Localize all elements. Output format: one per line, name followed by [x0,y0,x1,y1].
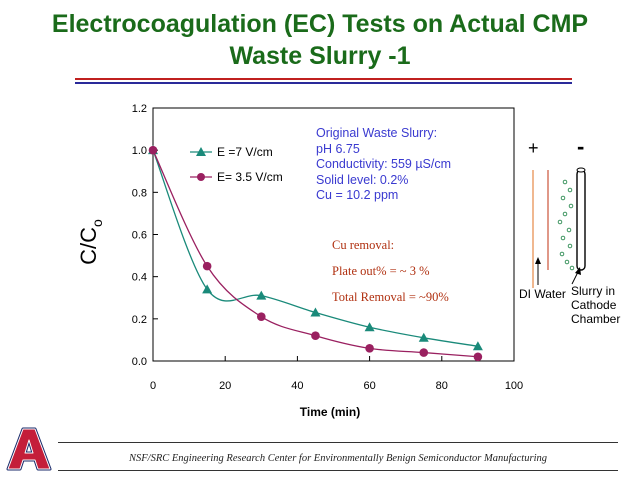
info-line: Conductivity: 559 µS/cm [316,157,452,172]
plate-out-text: Plate out% = ~ 3 % [332,264,430,278]
series-1-point [310,307,321,317]
legend-marker-triangle [196,147,206,156]
cu-removal-heading: Cu removal: [332,238,395,252]
x-tick-label: 100 [505,380,523,392]
info-line: Original Waste Slurry: [316,126,438,140]
slurry-label-line1: Slurry in [571,284,616,298]
title-rule-blue [75,82,572,84]
y-axis-label: C/Co [76,219,105,265]
cathode-rod [576,169,586,271]
legend [190,147,212,181]
y-tick-label: 1.2 [132,103,147,115]
slurry-arrowhead [575,267,581,275]
cell-diagram [532,167,586,288]
slurry-label-line3: Chamber [571,312,621,326]
info-line: pH 6.75 [316,141,360,156]
x-tick-label: 80 [436,380,448,392]
y-tick-label: 0.2 [132,314,147,326]
x-tick-label: 20 [219,380,231,392]
university-logo [6,427,52,471]
logo-a-inner [7,428,51,470]
series-2-point [365,344,374,353]
series-1-point [256,290,267,300]
cathode-rod-top [576,167,586,173]
series-2-point [311,331,320,341]
slide-title-line2: Waste Slurry -1 [229,42,411,70]
plus-sign: + [528,138,539,158]
info-line: Cu = 10.2 ppm [316,188,399,203]
x-tick-label: 40 [291,380,303,392]
legend-marker-circle [197,173,205,181]
x-tick-label: 60 [363,380,375,392]
info-line: Solid level: 0.2% [316,172,409,187]
title-rule-red [75,78,572,80]
series-2-point [257,312,266,322]
di-water-arrowhead [535,257,541,264]
series-1-point [202,284,213,294]
slurry-arrow [571,271,579,285]
legend-label-series2: E= 3.5 V/cm [217,170,283,184]
y-tick-label: 1.0 [132,145,147,157]
footer-text: NSF/SRC Engineering Research Center for … [129,453,547,464]
series-1-point [472,341,483,351]
slurry-label-line2: Cathode [571,298,617,312]
series-1-point [418,332,429,342]
series-2-point [473,352,483,362]
y-axis-label-sub: o [89,219,105,227]
total-removal-text: Total Removal = ~90% [332,290,449,304]
series-2-point [202,261,212,271]
y-axis-label-text: C/Co [76,219,105,265]
minus-sign: - [577,134,585,159]
y-tick-label: 0.6 [132,230,147,242]
x-axis-label: Time (min) [300,405,360,419]
footer-rule-top [58,442,618,443]
series-2-point [148,145,158,155]
y-tick-label: 0.0 [132,356,147,368]
footer-rule-bottom [58,470,618,471]
y-tick-label: 0.8 [132,187,147,199]
x-tick-label: 0 [150,380,156,392]
series-1-point [364,322,375,332]
y-axis-label-main: C/C [76,227,101,265]
y-tick-label: 0.4 [132,272,147,284]
info-box: Original Waste Slurry: pH 6.75 Conductiv… [316,126,451,204]
slurry-bubbles [557,179,575,271]
legend-label-series1: E =7 V/cm [217,145,273,159]
di-water-label: DI Water [519,287,566,301]
slide-title-line1: Electrocoagulation (EC) Tests on Actual … [51,10,589,38]
series-2-point [419,348,429,357]
